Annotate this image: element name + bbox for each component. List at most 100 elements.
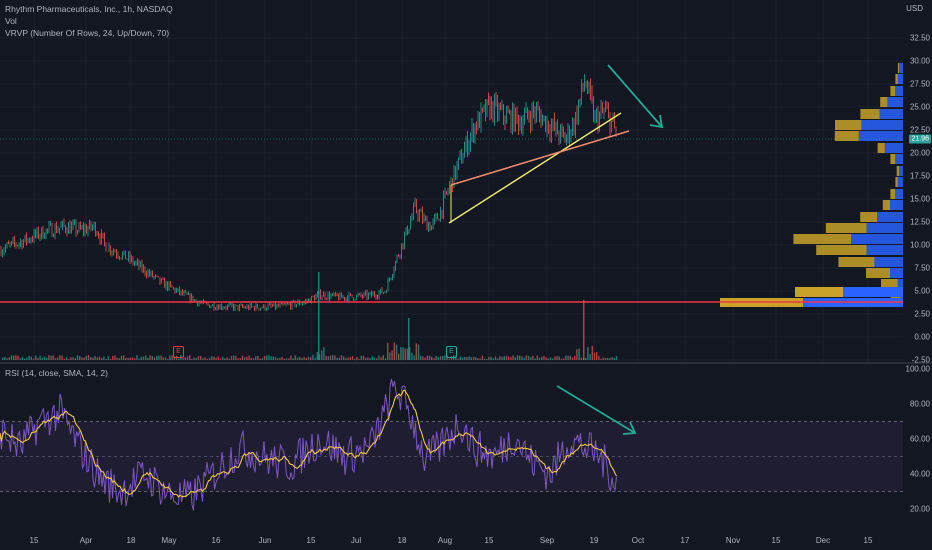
volume-bar [285,358,288,360]
volume-bar [87,355,90,360]
volume-bar [585,358,587,360]
volume-bar [101,357,103,360]
volume-bar [433,358,435,360]
volume-bar [131,357,134,360]
volume-bar [490,356,492,360]
volume-bar [523,357,525,360]
volume-profile-bar [895,177,898,187]
volume-bar [96,357,98,360]
volume-bar [415,343,417,360]
volume-profile-bar [890,189,896,199]
volume-bar [281,356,283,360]
volume-bar [206,358,208,360]
rsi-legend: RSI (14, close, SMA, 14, 2) [5,368,108,378]
price-tick: 2.50 [914,309,930,319]
volume-bar [470,357,472,360]
volume-bar [226,357,228,360]
volume-bar [142,356,145,360]
volume-bar [72,357,74,360]
volume-profile-bar [881,279,898,289]
volume-bar [149,355,151,360]
volume-bar [505,355,508,360]
volume-bar [325,355,327,360]
volume-bar [103,356,105,360]
volume-bar [367,357,369,360]
rsi-tick: 20.00 [909,504,930,514]
volume-bar [28,355,30,360]
volume-bar [57,357,59,360]
volume-bar [345,358,347,360]
volume-bar [547,358,549,360]
earnings-marker[interactable]: E [446,346,457,358]
volume-bar [134,358,136,360]
volume-profile-bar [895,154,903,164]
rsi-canvas[interactable] [0,364,903,531]
volume-bar [327,356,329,360]
volume-bar [382,355,384,360]
volume-bar [92,357,94,360]
rsi-down-arrow-head [622,421,637,435]
time-axis[interactable]: 15 Apr 18 May 16 Jun 15 Jul 18 Aug 15 Se… [0,531,932,550]
volume-bar [76,355,79,360]
volume-bar [574,355,576,360]
volume-bar [571,357,574,360]
volume-bar [486,358,488,360]
volume-bar [252,358,255,360]
volume-bar [233,355,235,360]
volume-bar [184,357,186,360]
earnings-marker[interactable]: E [173,346,184,358]
volume-bar [391,350,393,360]
volume-bar [239,358,241,360]
price-tick: 7.50 [914,263,930,273]
volume-bar [167,358,169,360]
volume-bar [59,355,61,360]
volume-bar [118,358,120,360]
volume-bar [114,355,116,360]
volume-bar [257,355,259,360]
volume-legend: Vol [5,16,17,26]
volume-bar [268,355,270,360]
volume-profile-bar [866,268,890,278]
volume-bar [228,358,230,360]
volume-bar [109,358,112,360]
rsi-pane[interactable]: RSI (14, close, SMA, 14, 2) [0,364,903,531]
volume-bar [156,355,158,360]
volume-profile-bar [890,86,896,96]
volume-bar [444,355,446,360]
volume-bar [409,347,411,360]
volume-bar [510,357,512,360]
volume-bar [17,355,19,360]
time-tick: 18 [397,536,407,545]
rsi-tick: 80.00 [909,399,930,409]
trend-line [450,130,630,186]
volume-bar [466,356,468,360]
price-axis[interactable]: USD 32.50 30.00 27.50 25.00 22.50 20.00 … [903,0,932,531]
volume-bar [378,355,380,360]
volume-bar [365,357,367,360]
volume-bar [492,358,494,360]
price-tick: 10.00 [909,240,930,250]
volume-bar [120,355,123,360]
volume-bar [508,356,510,360]
volume-bar [2,357,4,360]
volume-bar [15,355,17,360]
volume-profile-bar [866,223,903,233]
price-chart-pane[interactable]: Rhythm Pharmaceuticals, Inc., 1h, NASDAQ… [0,0,903,362]
volume-bar [274,357,277,360]
volume-bar [413,355,415,360]
volume-profile-bar [825,223,867,233]
volume-bar [389,352,391,360]
price-chart-canvas[interactable] [0,0,903,362]
volume-bar [362,355,365,360]
volume-bar [613,357,615,360]
volume-bar [50,355,52,360]
pane-separator[interactable] [0,362,932,364]
volume-bar [422,356,424,360]
volume-bar [54,358,57,360]
volume-bar [318,272,320,360]
volume-bar [90,357,92,360]
volume-bar [43,356,46,360]
volume-bar [604,358,607,360]
volume-profile-bar [795,287,843,297]
volume-bar [129,357,131,360]
